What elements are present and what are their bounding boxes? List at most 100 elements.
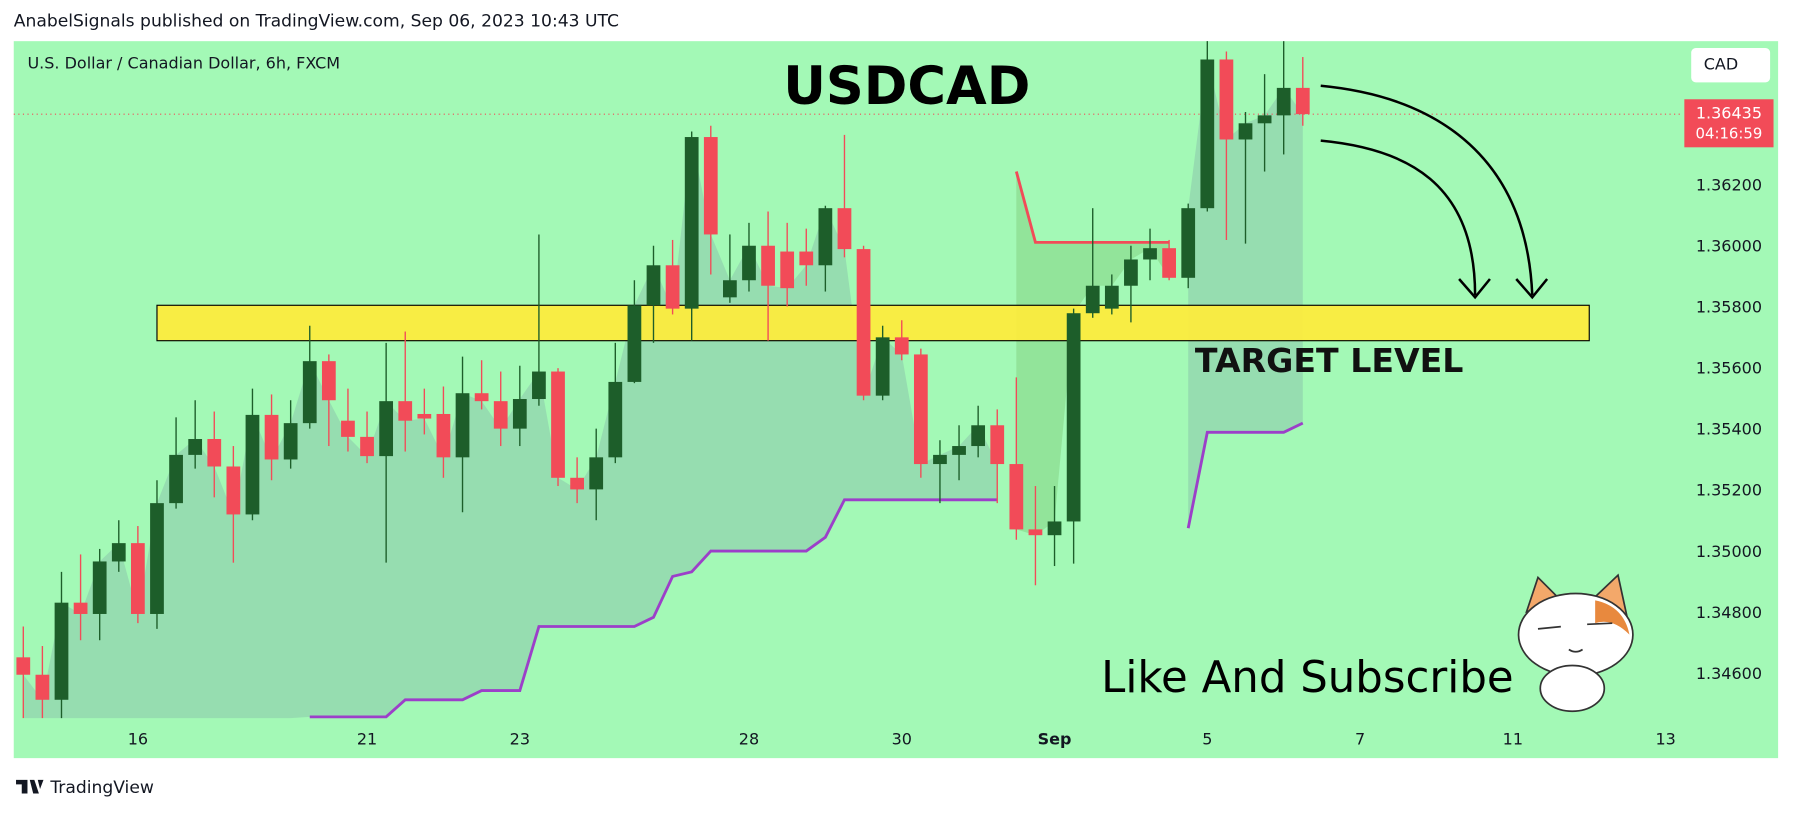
x-tick-label: 7: [1355, 729, 1365, 748]
candle-body: [551, 371, 565, 478]
price-tag-countdown: 04:16:59: [1696, 125, 1763, 143]
x-tick-label: 28: [739, 729, 759, 748]
target-zone: [156, 304, 1590, 342]
price-tag: [1684, 99, 1774, 148]
currency-label[interactable]: CAD: [1704, 55, 1738, 74]
candle-body: [570, 477, 584, 490]
candle-body: [73, 602, 88, 614]
candle-body: [894, 337, 909, 355]
arrow-head: [1515, 278, 1549, 300]
candle-body: [1238, 123, 1253, 140]
zone-layer: [156, 304, 1590, 342]
y-tick-label: 1.34800: [1696, 603, 1762, 622]
y-tick-label: 1.36000: [1696, 236, 1762, 255]
candle-body: [1143, 248, 1157, 260]
zone-label: TARGET LEVEL: [1195, 341, 1463, 380]
candle-body: [283, 423, 298, 460]
candle-body: [1009, 464, 1024, 530]
candle-body: [1276, 87, 1291, 116]
candle-body: [1124, 259, 1138, 286]
arrow: [1320, 139, 1477, 296]
candle-body: [1104, 285, 1119, 309]
x-tick-label: 13: [1655, 729, 1675, 748]
candle-body: [1047, 521, 1062, 536]
candle-body: [1181, 208, 1196, 278]
candle-body: [341, 420, 355, 437]
candle-body: [1028, 529, 1043, 536]
candle-body: [1066, 313, 1081, 522]
candle-body: [856, 249, 871, 396]
cat-head: [1517, 592, 1634, 677]
x-tick-label: Sep: [1038, 729, 1072, 748]
y-tick-label: 1.34600: [1696, 664, 1762, 683]
cat-eyes: [1537, 622, 1613, 630]
candle-body: [627, 305, 642, 382]
x-tick-label: 5: [1202, 729, 1212, 748]
candle-body: [1295, 87, 1310, 115]
candle-body: [474, 393, 489, 402]
candle-body: [780, 251, 795, 289]
candle-body: [703, 137, 718, 235]
candle-body: [92, 561, 107, 614]
annotation: Like And Subscribe: [1101, 653, 1513, 703]
header: AnabelSignals published on TradingView.c…: [14, 12, 619, 32]
candle-body: [226, 466, 241, 515]
candle-body: [723, 280, 737, 298]
fill-layer: [23, 59, 1303, 719]
candle-body: [646, 265, 661, 306]
symbol-description: U.S. Dollar / Canadian Dollar, 6h, FXCM: [27, 54, 340, 73]
candle-body: [512, 399, 527, 429]
candle-body: [971, 425, 986, 447]
y-tick-label: 1.35200: [1696, 481, 1762, 500]
candle-body: [455, 393, 470, 458]
candle-body: [837, 208, 852, 250]
candle-body: [1085, 285, 1100, 314]
x-tick-label: 30: [892, 729, 912, 748]
candle-body: [1219, 59, 1234, 140]
logo: [16, 779, 44, 794]
candle-body: [818, 208, 833, 266]
y-tick-label: 1.35800: [1696, 298, 1762, 317]
y-tick-label: 1.36200: [1696, 175, 1762, 194]
x-tick-label: 16: [128, 729, 148, 748]
indicator-fill: [1188, 59, 1303, 529]
currency-box[interactable]: [1691, 48, 1771, 83]
candle-body: [1200, 59, 1215, 209]
candle-body: [913, 354, 928, 465]
main-layer: 1.34600 1.34800 1.35000 1.35200 1.35400 1.356…: [13, 41, 1774, 748]
candle-body: [589, 457, 604, 490]
candle-body: [111, 543, 126, 562]
x-tick-label: 21: [357, 729, 377, 748]
candle-body: [742, 245, 756, 281]
stop-line: [1014, 171, 1170, 244]
candle-body: [35, 674, 50, 700]
cat-body: [1539, 664, 1606, 713]
candle-body: [952, 446, 966, 455]
arrows: [1320, 84, 1549, 300]
candle-body: [264, 414, 279, 460]
y-tick-label: 1.35000: [1696, 542, 1762, 561]
candle-body: [761, 245, 775, 286]
stop-fill: [1016, 171, 1170, 536]
candle-body: [131, 543, 145, 614]
x-tick-label: 23: [510, 729, 530, 748]
candle-body: [665, 265, 680, 309]
candle-body: [245, 414, 260, 515]
candle-body: [398, 401, 413, 421]
candle-body: [150, 503, 164, 614]
cat-mouth: [1568, 648, 1584, 653]
candle-body: [990, 425, 1005, 465]
candle-body: [493, 401, 508, 429]
indicator-line: [309, 421, 1304, 719]
candle-body: [302, 361, 317, 424]
indicator-fill: [23, 137, 998, 719]
arrow: [1320, 84, 1534, 296]
candle-body: [532, 371, 546, 400]
candle-body: [54, 602, 69, 700]
footer-brand: TradingView: [49, 778, 154, 798]
candle-body: [608, 381, 623, 458]
candle-body: [436, 413, 451, 458]
candle-body: [933, 454, 947, 465]
